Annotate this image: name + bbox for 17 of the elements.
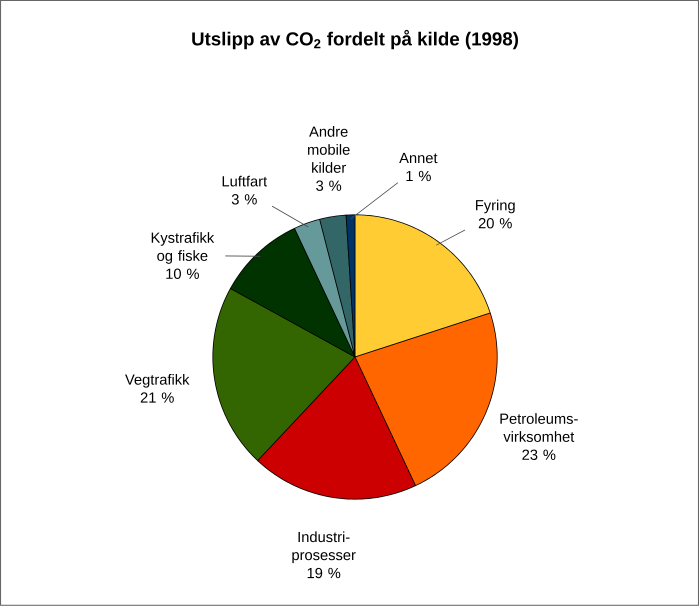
slice-label: Vegtrafikk <box>125 374 190 388</box>
slice-label: Kystrafikk og fiske <box>152 232 214 264</box>
slice-label: Annet <box>399 152 438 164</box>
data-label: 1 % <box>406 170 431 182</box>
slice-label: Fyring <box>476 200 515 214</box>
data-label: 3 % <box>316 180 342 191</box>
slice-label: Luftfart <box>222 176 268 187</box>
chart-title: Utslipp av CO$_{2}$ fordelt på kilde (1998) <box>192 30 518 50</box>
data-label: 3 % <box>232 194 257 205</box>
data-label: 21 % <box>140 392 174 403</box>
data-label: 20 % <box>478 218 512 228</box>
slice-label: Industri-prosesser <box>292 531 356 564</box>
slice-label: Petroleums-virksomhet <box>500 413 578 442</box>
data-label: 23 % <box>522 450 556 460</box>
slice-label: Andre mobile kilder <box>308 126 350 173</box>
data-label: 19 % <box>308 568 340 578</box>
data-label: 10 % <box>166 268 199 280</box>
